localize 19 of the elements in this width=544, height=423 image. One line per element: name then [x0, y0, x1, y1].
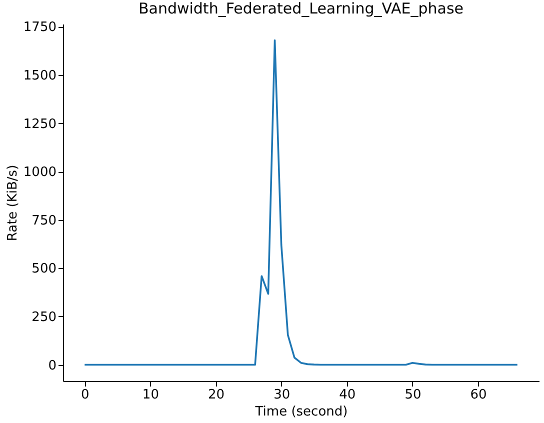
y-tick-label: 1500	[23, 68, 56, 84]
x-tick-label: 40	[339, 388, 356, 402]
x-tick-label: 50	[404, 388, 422, 402]
y-tick-label: 250	[32, 310, 56, 325]
x-tick-label: 10	[142, 388, 159, 402]
y-axis-title: Rate (KiB/s)	[5, 164, 20, 242]
y-tick-label: 1000	[23, 165, 56, 180]
x-tick-label: 20	[208, 388, 225, 402]
y-tick-label: 0	[48, 358, 56, 374]
y-tick-label: 1250	[23, 116, 56, 132]
y-tick-label: 500	[32, 262, 56, 277]
x-tick-label: 30	[274, 388, 290, 402]
y-tick-label: 750	[32, 213, 56, 228]
x-tick-label: 0	[80, 388, 90, 402]
chart-title: Bandwidth_Federated_Learning_VAE_phase	[138, 0, 464, 18]
x-axis-title: Time (second)	[254, 404, 348, 420]
line-series	[84, 39, 518, 366]
y-tick-label: 1750	[23, 20, 56, 36]
x-tick-label: 60	[470, 388, 487, 402]
